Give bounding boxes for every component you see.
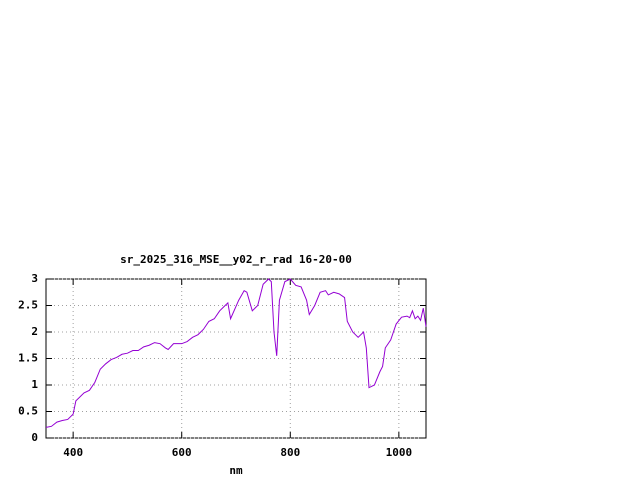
y-tick-label: 2 xyxy=(31,325,38,338)
y-tick-label: 3 xyxy=(31,272,38,285)
x-tick-label: 600 xyxy=(172,446,192,459)
chart-title: sr_2025_316_MSE__y02_r_rad 16-20-00 xyxy=(120,253,352,266)
y-tick-label: 2.5 xyxy=(18,299,38,312)
y-tick-label: 0 xyxy=(31,431,38,444)
y-tick-label: 1.5 xyxy=(18,352,38,365)
x-tick-label: 800 xyxy=(280,446,300,459)
y-tick-label: 0.5 xyxy=(18,405,38,418)
data-line xyxy=(45,278,427,428)
x-tick-label: 400 xyxy=(63,446,83,459)
y-tick-label: 1 xyxy=(31,378,38,391)
x-tick-label: 1000 xyxy=(386,446,413,459)
x-axis-label: nm xyxy=(229,464,243,477)
